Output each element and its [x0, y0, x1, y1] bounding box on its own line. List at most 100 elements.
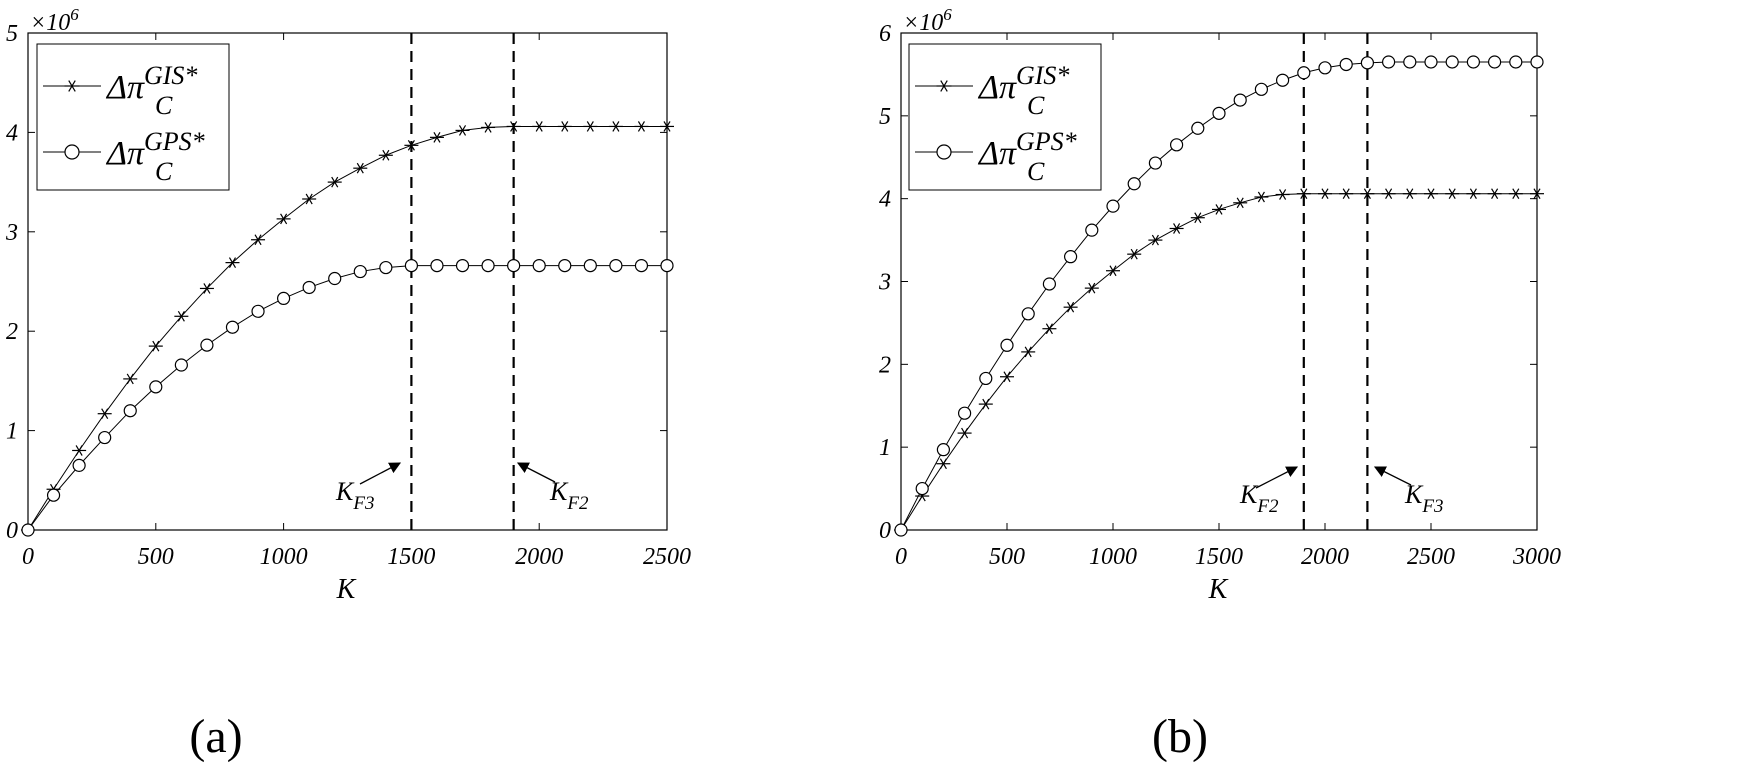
x-tick-label: 1000	[1089, 544, 1137, 570]
threshold-arrow	[1255, 466, 1299, 489]
legend-label-sub: C	[1027, 91, 1045, 120]
data-point	[557, 121, 572, 132]
x-tick-label: 2500	[1407, 544, 1455, 570]
data-point	[1339, 188, 1354, 200]
data-point	[1275, 189, 1290, 200]
data-point	[1148, 156, 1163, 170]
y-tick-label: 4	[6, 120, 18, 146]
series-gps	[21, 258, 674, 537]
y-tick-label: 0	[879, 518, 891, 544]
data-point	[455, 258, 470, 273]
x-tick-label: 0	[22, 544, 34, 570]
data-point	[1127, 177, 1141, 191]
data-point	[1254, 82, 1269, 96]
data-point	[583, 121, 598, 132]
data-point	[915, 481, 929, 496]
y-tick-label: 5	[879, 104, 891, 130]
y-tick-label: 1	[6, 419, 18, 445]
y-tick-label: 2	[6, 319, 18, 345]
threshold-label: KF3	[335, 477, 374, 514]
data-point	[936, 443, 951, 457]
series-gps	[894, 55, 1544, 537]
data-point	[1318, 188, 1332, 200]
threshold-arrow	[1373, 466, 1412, 486]
data-point	[353, 264, 367, 279]
data-point	[72, 458, 86, 472]
y-tick-label: 5	[6, 21, 18, 47]
data-point	[148, 340, 163, 352]
data-point	[609, 258, 623, 273]
data-point	[1063, 301, 1078, 313]
data-point	[225, 257, 240, 268]
y-tick-label: 1	[879, 435, 891, 461]
data-point	[1509, 55, 1523, 69]
data-point	[1042, 277, 1057, 291]
data-point	[1021, 346, 1036, 358]
data-point	[378, 149, 393, 161]
data-point	[608, 121, 623, 132]
data-point	[123, 404, 137, 418]
data-point	[430, 258, 444, 273]
series-gis	[21, 121, 674, 536]
legend-label: ΔπGPS*	[977, 127, 1077, 172]
data-point	[1402, 188, 1417, 200]
chart-panel-b: 0 500 1000 1500 2000 2500 3000 0 1 2 3 4 5 6 ×106 K KF2 K…	[878, 5, 1561, 605]
data-point	[481, 258, 495, 273]
data-point	[1085, 223, 1099, 237]
data-point	[123, 373, 138, 385]
data-point	[302, 280, 316, 295]
x-tick-label: 2000	[1301, 544, 1349, 570]
data-point	[1424, 55, 1438, 69]
data-point	[1403, 55, 1417, 69]
data-point	[1042, 323, 1057, 335]
data-point	[1212, 106, 1226, 120]
x-axis-label: K	[336, 574, 357, 605]
data-point	[1063, 250, 1078, 264]
legend-label: ΔπGPS*	[105, 127, 205, 172]
data-point	[327, 176, 342, 188]
data-point	[1254, 191, 1269, 203]
data-point	[1084, 282, 1099, 294]
legend-label-sub: C	[1027, 157, 1045, 186]
data-point	[1000, 338, 1014, 352]
data-point	[72, 445, 87, 456]
data-point	[174, 310, 189, 322]
data-point	[1191, 121, 1205, 135]
x-tick-label: 1500	[1195, 544, 1243, 570]
data-point	[1466, 55, 1481, 69]
data-point	[1530, 188, 1544, 200]
data-point	[1127, 248, 1142, 260]
y-tick-label: 4	[879, 187, 891, 213]
data-point	[1000, 371, 1014, 383]
threshold-arrow	[359, 462, 402, 485]
data-point	[1360, 188, 1375, 200]
axes-box	[27, 32, 668, 531]
data-point	[1530, 55, 1544, 69]
legend-label: ΔπGIS*	[977, 61, 1069, 106]
data-point	[1148, 234, 1163, 246]
y-tick-label: 3	[878, 270, 891, 296]
data-point	[199, 283, 214, 294]
legend-marker	[64, 80, 80, 92]
data-point	[1169, 138, 1184, 152]
legend-marker	[936, 144, 952, 160]
series-gis	[894, 188, 1544, 536]
legend-label-sub: C	[155, 91, 173, 120]
data-point	[1233, 197, 1248, 209]
x-tick-label: 1000	[260, 544, 308, 570]
chart-panel-a: 0 500 1000 1500 2000 2500 0 1 2 3 4 5 ×106 K KF3 KF2 ΔπG…	[5, 5, 691, 605]
data-point	[660, 258, 674, 273]
data-point	[936, 458, 951, 470]
legend-marker	[64, 144, 80, 160]
data-point	[276, 213, 291, 225]
data-point	[506, 121, 521, 132]
data-point	[1360, 56, 1375, 70]
data-point	[1487, 55, 1502, 69]
data-point	[174, 358, 188, 372]
data-point	[404, 139, 419, 151]
legend-box	[36, 43, 230, 191]
data-point	[634, 258, 649, 273]
